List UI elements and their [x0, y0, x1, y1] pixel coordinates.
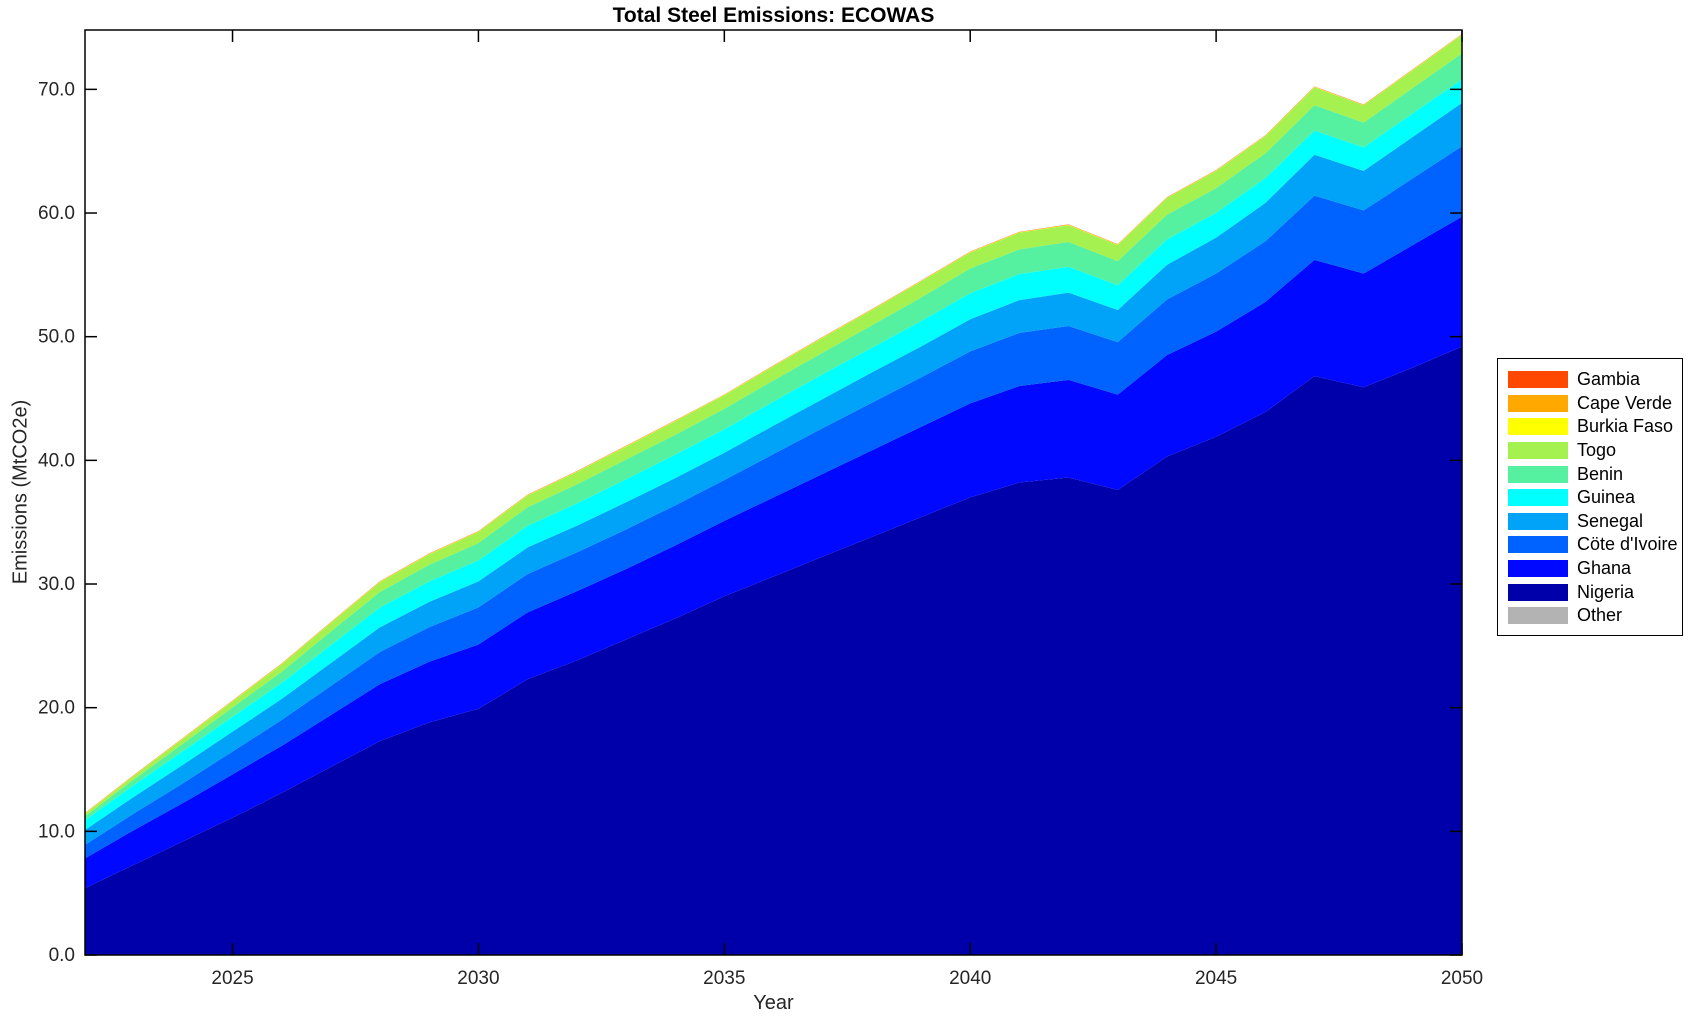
x-tick-label: 2035: [703, 968, 745, 989]
y-tick-label: 40.0: [38, 450, 75, 471]
legend-item-guinea: Guinea: [1508, 486, 1676, 510]
legend-label-burkia-faso: Burkia Faso: [1577, 416, 1674, 437]
x-tick-label: 2040: [949, 968, 991, 989]
legend-label-nigeria: Nigeria: [1577, 581, 1635, 602]
legend-item-burkia-faso: Burkia Faso: [1508, 415, 1676, 439]
y-tick-labels: 0.0 10.0 20.0 30.0 40.0 50.0 60.0 70.0: [38, 79, 75, 966]
legend-label-benin: Benin: [1577, 463, 1624, 484]
legend-swatch-c-te-d-ivoire: [1508, 536, 1568, 554]
stacked-areas: [85, 33, 1462, 955]
legend-swatch-cape-verde: [1508, 394, 1568, 412]
x-tick-label: 2025: [211, 968, 253, 989]
legend-swatch-other: [1508, 607, 1568, 625]
legend-label-ghana: Ghana: [1577, 558, 1632, 579]
legend-swatch-benin: [1508, 465, 1568, 483]
y-tick-label: 60.0: [38, 203, 75, 224]
x-tick-label: 2045: [1195, 968, 1237, 989]
legend-item-other: Other: [1508, 604, 1676, 628]
legend-swatch-gambia: [1508, 371, 1568, 389]
area-guinea: [85, 79, 1462, 830]
legend-label-gambia: Gambia: [1577, 369, 1641, 390]
x-tick-label: 2050: [1441, 968, 1483, 989]
legend-label-c-te-d-ivoire: Cöte d'Ivoire: [1577, 534, 1678, 555]
y-axis-label: Emissions (MtCO2e): [9, 399, 32, 585]
plot-frame: [84, 29, 1463, 956]
legend-label-other: Other: [1577, 605, 1623, 626]
legend-label-guinea: Guinea: [1577, 487, 1636, 508]
y-tick-label: 50.0: [38, 327, 75, 348]
legend-label-cape-verde: Cape Verde: [1577, 392, 1673, 413]
legend-swatch-togo: [1508, 442, 1568, 460]
y-tick-label: 20.0: [38, 698, 75, 719]
area-c-te-d-ivoire: [85, 146, 1462, 859]
legend-item-togo: Togo: [1508, 439, 1676, 463]
chart-title: Total Steel Emissions: ECOWAS: [612, 4, 935, 27]
legend-swatch-nigeria: [1508, 583, 1568, 601]
legend-item-nigeria: Nigeria: [1508, 580, 1676, 604]
legend-swatch-ghana: [1508, 560, 1568, 578]
y-tick-label: 0.0: [49, 945, 75, 966]
legend-item-c-te-d-ivoire: Cöte d'Ivoire: [1508, 533, 1678, 557]
legend-swatch-burkia-faso: [1508, 418, 1568, 436]
legend-item-cape-verde: Cape Verde: [1508, 392, 1676, 416]
legend-label-senegal: Senegal: [1577, 510, 1644, 531]
y-tick-label: 10.0: [38, 821, 75, 842]
y-tick-label: 70.0: [38, 79, 75, 100]
legend-swatch-senegal: [1508, 512, 1568, 530]
y-tick-label: 30.0: [38, 574, 75, 595]
x-tick-label: 2030: [457, 968, 499, 989]
legend: Gambia Cape Verde Burkia Faso Togo Benin Guin…: [1497, 358, 1683, 636]
legend-item-gambia: Gambia: [1508, 368, 1676, 392]
area-nigeria: [85, 346, 1462, 955]
area-benin: [85, 53, 1462, 821]
legend-item-benin: Benin: [1508, 462, 1676, 486]
legend-label-togo: Togo: [1577, 440, 1617, 461]
legend-item-ghana: Ghana: [1508, 557, 1676, 581]
area-ghana: [85, 216, 1462, 889]
x-tick-labels: 2025 2030 2035 2040 2045 2050: [211, 968, 1483, 989]
x-axis-label: Year: [753, 992, 794, 1014]
area-senegal: [85, 102, 1462, 845]
legend-swatch-guinea: [1508, 489, 1568, 507]
legend-item-senegal: Senegal: [1508, 510, 1676, 534]
